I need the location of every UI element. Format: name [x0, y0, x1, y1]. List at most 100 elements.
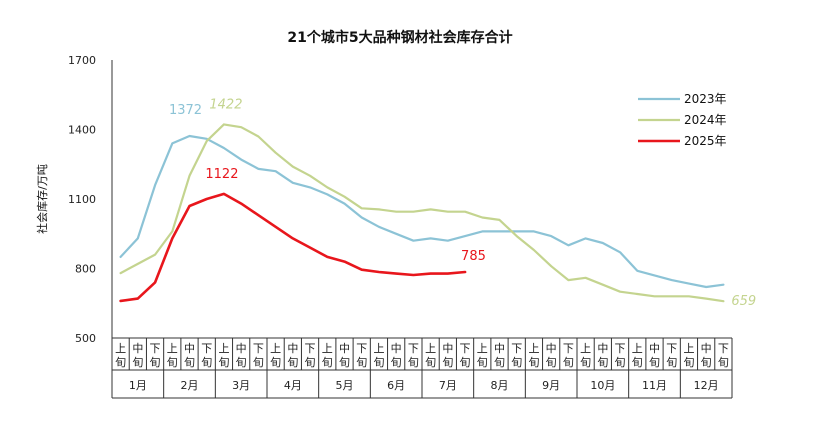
- x-tick-label: 中: [391, 342, 402, 355]
- x-tick-label: 上: [322, 342, 333, 355]
- x-tick-label: 下: [408, 342, 419, 355]
- y-tick-label: 1100: [68, 193, 96, 206]
- x-tick-label: 旬: [718, 356, 729, 369]
- y-tick-label: 500: [75, 332, 96, 345]
- legend: 2023年 2024年 2025年: [638, 92, 727, 148]
- x-tick-label: 上: [373, 342, 384, 355]
- peak-label-2023年: 1372: [169, 103, 202, 118]
- month-label: 2月: [181, 379, 199, 392]
- x-tick-label: 旬: [373, 356, 384, 369]
- x-tick-label: 上: [580, 342, 591, 355]
- month-label: 7月: [439, 379, 457, 392]
- x-tick-label: 下: [253, 342, 264, 355]
- x-tick-label: 中: [701, 342, 712, 355]
- month-label: 12月: [694, 379, 719, 392]
- month-label: 5月: [336, 379, 354, 392]
- series-layer: [119, 123, 725, 303]
- x-tick-label: 上: [218, 342, 229, 355]
- x-tick-label: 中: [184, 342, 195, 355]
- x-tick-label: 旬: [615, 356, 626, 369]
- axes: 500800110014001700上旬中旬下旬上旬中旬下旬上旬中旬下旬上旬中旬…: [68, 54, 733, 399]
- x-tick-label: 旬: [305, 356, 316, 369]
- x-tick-label: 中: [597, 342, 608, 355]
- x-tick-label: 中: [649, 342, 660, 355]
- x-tick-label: 中: [494, 342, 505, 355]
- x-tick-label: 中: [287, 342, 298, 355]
- end-label-2024年: 659: [731, 294, 756, 309]
- x-tick-label: 旬: [477, 356, 488, 369]
- x-tick-label: 旬: [683, 356, 694, 369]
- series-line-2023年: [119, 134, 725, 289]
- x-tick-label: 中: [132, 342, 143, 355]
- x-tick-label: 旬: [115, 356, 126, 369]
- x-tick-label: 上: [632, 342, 643, 355]
- month-label: 8月: [491, 379, 509, 392]
- legend-label-2025年: 2025年: [684, 134, 727, 148]
- x-tick-label: 旬: [460, 356, 471, 369]
- series-line-2025年: [119, 192, 467, 303]
- x-tick-label: 下: [563, 342, 574, 355]
- x-tick-label: 旬: [442, 356, 453, 369]
- x-tick-label: 旬: [253, 356, 264, 369]
- x-tick-label: 旬: [218, 356, 229, 369]
- y-tick-label: 1400: [68, 124, 96, 137]
- x-tick-label: 下: [718, 342, 729, 355]
- x-tick-label: 旬: [494, 356, 505, 369]
- x-tick-label: 上: [528, 342, 539, 355]
- x-tick-label: 下: [201, 342, 212, 355]
- x-tick-label: 旬: [701, 356, 712, 369]
- x-tick-label: 中: [236, 342, 247, 355]
- x-tick-label: 旬: [511, 356, 522, 369]
- x-tick-label: 旬: [580, 356, 591, 369]
- x-tick-label: 旬: [270, 356, 281, 369]
- x-tick-label: 旬: [563, 356, 574, 369]
- x-tick-label: 下: [460, 342, 471, 355]
- x-tick-label: 旬: [649, 356, 660, 369]
- x-tick-label: 上: [167, 342, 178, 355]
- month-label: 6月: [387, 379, 405, 392]
- x-tick-label: 上: [477, 342, 488, 355]
- x-tick-label: 旬: [167, 356, 178, 369]
- month-label: 9月: [542, 379, 560, 392]
- x-tick-label: 旬: [287, 356, 298, 369]
- x-tick-label: 下: [511, 342, 522, 355]
- month-label: 4月: [284, 379, 302, 392]
- x-tick-label: 旬: [339, 356, 350, 369]
- annotations: 1372 1422 659 1122 785: [169, 97, 756, 309]
- y-axis-label: 社会库存/万吨: [35, 164, 49, 234]
- x-tick-label: 旬: [201, 356, 212, 369]
- x-tick-label: 下: [356, 342, 367, 355]
- x-tick-label: 旬: [236, 356, 247, 369]
- x-tick-label: 旬: [132, 356, 143, 369]
- x-tick-label: 旬: [597, 356, 608, 369]
- x-tick-label: 上: [425, 342, 436, 355]
- peak-label-2025年: 1122: [205, 167, 238, 182]
- x-tick-label: 旬: [408, 356, 419, 369]
- series-line-2024年: [119, 123, 725, 303]
- month-label: 10月: [590, 379, 615, 392]
- x-tick-label: 旬: [184, 356, 195, 369]
- x-tick-label: 旬: [356, 356, 367, 369]
- x-tick-label: 旬: [391, 356, 402, 369]
- peak-label-2024年: 1422: [209, 97, 242, 112]
- x-tick-label: 中: [546, 342, 557, 355]
- x-tick-label: 上: [270, 342, 281, 355]
- x-tick-label: 中: [339, 342, 350, 355]
- y-tick-label: 1700: [68, 54, 96, 67]
- x-tick-label: 旬: [425, 356, 436, 369]
- x-tick-label: 旬: [632, 356, 643, 369]
- x-tick-label: 上: [683, 342, 694, 355]
- chart-title: 21个城市5大品种钢材社会库存合计: [287, 29, 512, 46]
- x-tick-label: 旬: [150, 356, 161, 369]
- x-tick-label: 下: [305, 342, 316, 355]
- y-tick-label: 800: [75, 263, 96, 276]
- x-tick-label: 旬: [666, 356, 677, 369]
- month-label: 3月: [232, 379, 250, 392]
- x-tick-label: 旬: [528, 356, 539, 369]
- month-label: 11月: [642, 379, 667, 392]
- x-tick-label: 上: [115, 342, 126, 355]
- x-tick-label: 下: [615, 342, 626, 355]
- month-label: 1月: [129, 379, 147, 392]
- x-tick-label: 旬: [546, 356, 557, 369]
